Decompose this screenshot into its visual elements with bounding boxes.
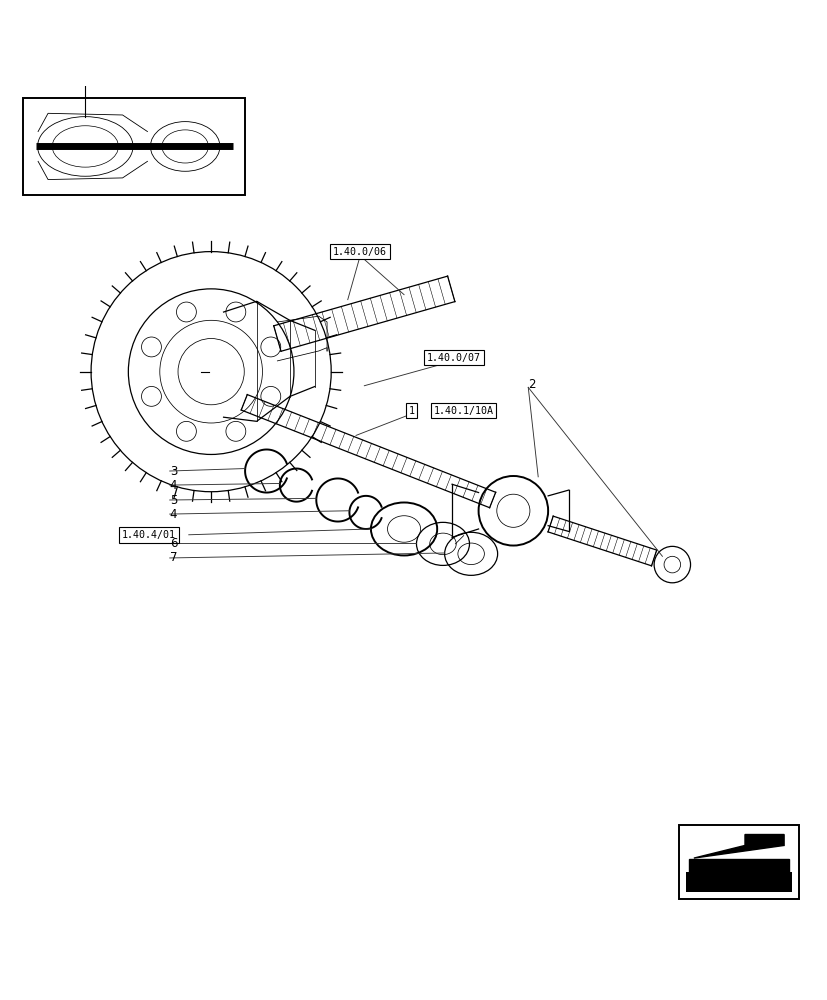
Text: 4: 4 — [170, 508, 177, 521]
Polygon shape — [693, 835, 783, 858]
Text: 4: 4 — [170, 479, 177, 492]
Text: 1.40.0/07: 1.40.0/07 — [426, 353, 480, 363]
Text: 2: 2 — [528, 378, 535, 391]
Polygon shape — [688, 830, 788, 869]
Text: 1.40.4/01: 1.40.4/01 — [122, 530, 176, 540]
Text: 3: 3 — [170, 465, 177, 478]
Text: 1.40.1/10A: 1.40.1/10A — [433, 406, 493, 416]
Polygon shape — [688, 859, 788, 875]
Bar — [678, 825, 798, 899]
Text: 6: 6 — [170, 537, 177, 550]
Text: 1: 1 — [408, 406, 414, 416]
Bar — [23, 98, 245, 195]
Bar — [685, 872, 791, 892]
Text: 7: 7 — [170, 551, 177, 564]
Text: 1.40.0/06: 1.40.0/06 — [332, 247, 387, 257]
Text: 5: 5 — [170, 494, 177, 507]
